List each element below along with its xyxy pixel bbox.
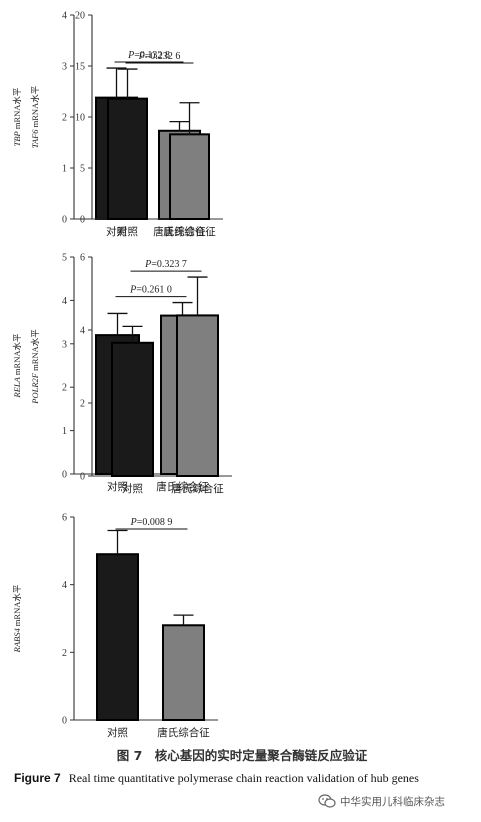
y-tick-label: 0 bbox=[62, 470, 67, 481]
y-tick-label: 4 bbox=[62, 580, 67, 591]
y-tick-label: 4 bbox=[62, 296, 67, 307]
y-tick-label: 2 bbox=[62, 383, 67, 394]
p-value-number: =0.008 9 bbox=[137, 517, 173, 528]
y-tick-label: 1 bbox=[62, 426, 67, 437]
p-value-number: =0.132 8 bbox=[134, 50, 170, 61]
category-label: 唐氏综合征 bbox=[171, 482, 224, 495]
y-tick-label: 4 bbox=[62, 11, 67, 22]
y-tick-label: 10 bbox=[75, 113, 85, 124]
y-axis-label-unit: mRNA水平 bbox=[30, 329, 40, 373]
y-axis-label: POLR2F mRNA水平 bbox=[30, 329, 40, 405]
y-tick-label: 0 bbox=[80, 215, 85, 226]
category-label: 对照 bbox=[117, 225, 138, 238]
category-label: 对照 bbox=[106, 225, 127, 238]
category-label: 唐氏综合征 bbox=[157, 726, 210, 739]
p-value-number: =0.261 0 bbox=[136, 285, 172, 296]
y-tick-label: 5 bbox=[80, 164, 85, 175]
wechat-icon bbox=[318, 794, 336, 808]
y-axis-label-gene: TAF6 bbox=[30, 129, 40, 148]
p-symbol: P bbox=[127, 50, 134, 61]
y-tick-label: 15 bbox=[75, 62, 85, 73]
figure-caption-chinese: 图 7 核心基因的实时定量聚合酶链反应验证 bbox=[116, 748, 368, 763]
bar bbox=[111, 341, 154, 478]
y-axis-label: TBP mRNA水平 bbox=[12, 87, 22, 146]
p-symbol: P bbox=[144, 259, 151, 270]
y-tick-label: 3 bbox=[62, 62, 67, 73]
journal-watermark: 中华实用儿科临床杂志 bbox=[318, 792, 478, 810]
y-tick-label: 2 bbox=[62, 113, 67, 124]
watermark-text: 中华实用儿科临床杂志 bbox=[340, 795, 445, 808]
figure-caption-text: Real time quantitative polymerase chain … bbox=[68, 771, 419, 785]
y-axis-label-unit: mRNA水平 bbox=[12, 333, 22, 377]
y-tick-label: 6 bbox=[80, 253, 85, 264]
y-axis-label-gene: POLR2F bbox=[30, 372, 40, 405]
y-tick-label: 4 bbox=[80, 326, 85, 337]
p-symbol: P bbox=[138, 51, 145, 62]
y-tick-label: 0 bbox=[62, 716, 67, 727]
p-value-label: P=0.232 6 bbox=[138, 51, 181, 62]
category-label: 唐氏综合征 bbox=[156, 480, 209, 493]
chart-panel-rabs4: 0 2 4 6 RABS4 mRNA水平对照 唐氏综合征 P=0.008 9 bbox=[0, 505, 230, 745]
y-axis-label-unit: mRNA水平 bbox=[30, 85, 40, 129]
y-tick-label: 2 bbox=[80, 399, 85, 410]
chart-panel-polr2f: 0 2 4 6 POLR2F mRNA水平 对照 唐氏综合征 P=0.323 7 bbox=[30, 250, 475, 505]
bar bbox=[96, 553, 139, 722]
y-axis-label: RABS4 mRNA水平 bbox=[12, 584, 22, 653]
y-axis-label-unit: mRNA水平 bbox=[12, 87, 22, 131]
p-symbol: P bbox=[129, 285, 136, 296]
y-axis-label-gene: TBP bbox=[12, 131, 22, 146]
p-value-label: P=0.008 9 bbox=[130, 517, 173, 528]
bar bbox=[107, 97, 148, 220]
y-axis-label: TAF6 mRNA水平 bbox=[30, 85, 40, 148]
figure-caption-english: Figure 7 Real time quantitative polymeras… bbox=[14, 769, 474, 787]
p-value-label: P=0.261 0 bbox=[129, 285, 172, 296]
category-label: 对照 bbox=[107, 480, 128, 493]
p-value-label: P=0.323 7 bbox=[144, 259, 187, 270]
category-label: 对照 bbox=[122, 482, 143, 495]
category-label: 对照 bbox=[107, 726, 128, 739]
y-tick-label: 2 bbox=[62, 648, 67, 659]
y-tick-label: 5 bbox=[62, 253, 67, 264]
bar bbox=[162, 624, 205, 721]
y-tick-label: 20 bbox=[75, 11, 85, 22]
bar bbox=[169, 133, 210, 220]
y-axis-label-gene: RELA bbox=[12, 376, 22, 398]
y-tick-label: 3 bbox=[62, 339, 67, 350]
y-axis-label-unit: mRNA水平 bbox=[12, 584, 22, 628]
category-label: 唐氏综合征 bbox=[163, 225, 216, 238]
y-tick-label: 0 bbox=[80, 472, 85, 483]
category-label: 唐氏综合征 bbox=[153, 225, 206, 238]
p-symbol: P bbox=[130, 517, 137, 528]
p-value-label: P=0.132 8 bbox=[127, 50, 170, 61]
y-tick-label: 1 bbox=[62, 164, 67, 175]
y-tick-label: 0 bbox=[62, 215, 67, 226]
p-value-number: =0.323 7 bbox=[151, 259, 187, 270]
y-axis-label: RELA mRNA水平 bbox=[12, 333, 22, 398]
figure-label: Figure 7 bbox=[14, 771, 61, 785]
y-tick-label: 6 bbox=[62, 513, 67, 524]
p-value-number: =0.232 6 bbox=[145, 51, 181, 62]
y-axis-label-gene: RABS4 bbox=[12, 628, 22, 654]
bar bbox=[176, 314, 219, 478]
chart-panel-taf6: 0 5 10 15 20 TAF6 mRNA水平 对照 唐氏综合征 P=0.232 6 bbox=[30, 0, 475, 250]
